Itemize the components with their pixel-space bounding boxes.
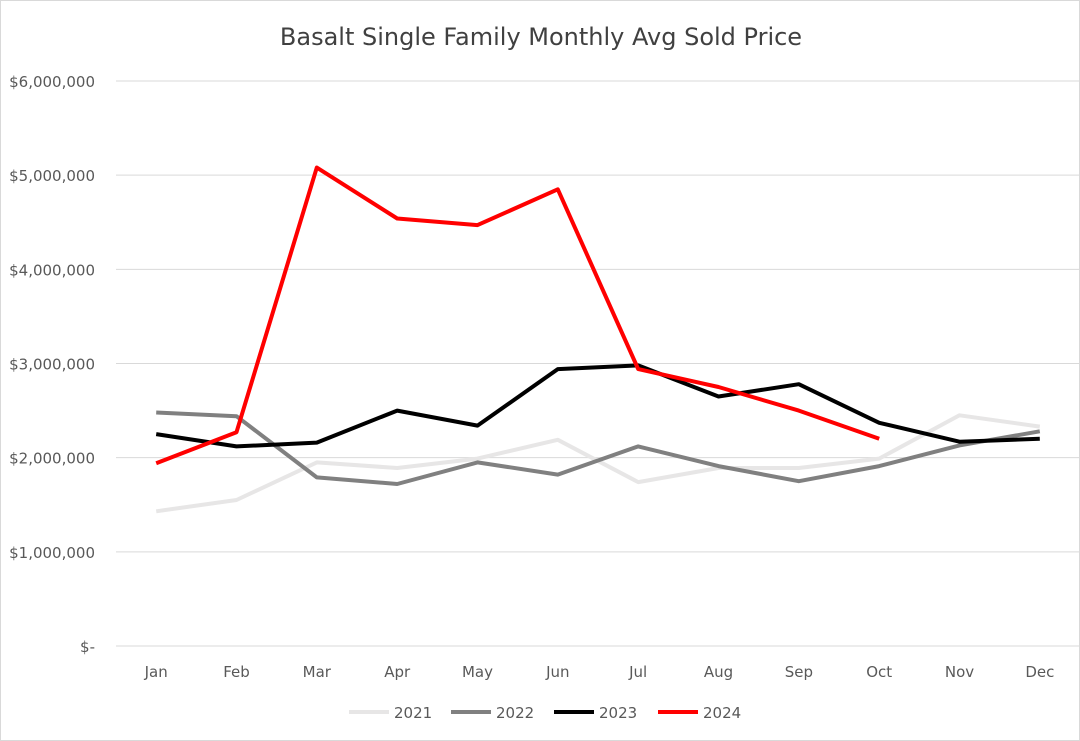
x-tick-label: Mar xyxy=(303,663,332,681)
legend-label-2021: 2021 xyxy=(394,704,432,722)
x-axis-tick-labels: Jan Feb Mar Apr May Jun Jul Aug Sep Oct Nov Dec xyxy=(144,663,1055,681)
x-tick-label: Feb xyxy=(223,663,250,681)
x-tick-label: Aug xyxy=(704,663,733,681)
y-tick-label: $5,000,000 xyxy=(9,167,95,185)
x-tick-label: Oct xyxy=(866,663,892,681)
x-tick-label: Nov xyxy=(945,663,974,681)
y-tick-label: $2,000,000 xyxy=(9,450,95,468)
gridlines xyxy=(116,80,1079,647)
y-axis-tick-labels: $- $1,000,000 $2,000,000 $3,000,000 $4,000,0… xyxy=(9,73,95,656)
series-lines xyxy=(155,165,1041,514)
x-tick-label: Apr xyxy=(384,663,411,681)
y-tick-label: $6,000,000 xyxy=(9,73,95,91)
legend-label-2023: 2023 xyxy=(599,704,637,722)
x-tick-label: Jun xyxy=(545,663,569,681)
x-tick-label: May xyxy=(462,663,493,681)
x-tick-label: Jan xyxy=(144,663,168,681)
y-tick-label: $1,000,000 xyxy=(9,544,95,562)
y-tick-label: $4,000,000 xyxy=(9,261,95,279)
x-tick-label: Sep xyxy=(785,663,813,681)
x-tick-label: Dec xyxy=(1025,663,1054,681)
x-tick-label: Jul xyxy=(628,663,647,681)
series-line-2023 xyxy=(155,363,1040,449)
legend-label-2022: 2022 xyxy=(496,704,534,722)
y-tick-label: $3,000,000 xyxy=(9,356,95,374)
y-tick-label: $- xyxy=(80,638,95,656)
legend-label-2024: 2024 xyxy=(703,704,741,722)
chart-title: Basalt Single Family Monthly Avg Sold Pr… xyxy=(280,23,802,51)
legend: 2021 2022 2023 2024 xyxy=(349,704,741,722)
series-line-2024 xyxy=(155,165,880,466)
series-line-2022 xyxy=(156,410,1041,486)
